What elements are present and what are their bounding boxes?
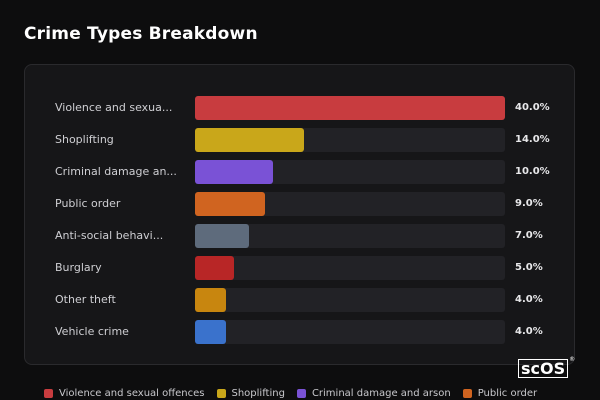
value-label: 14.0%	[515, 134, 550, 145]
bar	[195, 256, 234, 280]
value-label: 9.0%	[515, 198, 543, 209]
bar-track	[195, 160, 505, 184]
bar-track	[195, 288, 505, 312]
value-label: 4.0%	[515, 294, 543, 305]
category-label: Burglary	[55, 261, 102, 274]
bar-row: Shoplifting 14.0%	[25, 128, 574, 152]
legend-item: Public order	[462, 387, 538, 399]
bar-track	[195, 96, 505, 120]
value-label: 7.0%	[515, 230, 543, 241]
brand-logo: scOS ®	[517, 356, 575, 378]
registered-mark-icon: ®	[569, 356, 576, 363]
bar-track	[195, 192, 505, 216]
legend-label: Public order	[477, 387, 538, 399]
legend-swatch	[44, 388, 53, 398]
value-label: 40.0%	[515, 102, 550, 113]
bar-row: Criminal damage an... 10.0%	[25, 160, 574, 184]
bar-row: Burglary 5.0%	[25, 256, 574, 280]
logo-text: scOS	[518, 358, 569, 378]
chart-title: Crime Types Breakdown	[24, 24, 258, 44]
bar	[195, 224, 249, 248]
legend-swatch	[296, 388, 306, 398]
bar-row: Public order 9.0%	[25, 192, 574, 216]
bar-row: Violence and sexua... 40.0%	[25, 96, 574, 120]
bar	[195, 96, 505, 120]
legend-item: Shoplifting	[216, 387, 285, 399]
bar	[195, 288, 226, 312]
legend-swatch	[462, 388, 472, 398]
chart-panel: Violence and sexua... 40.0% Shoplifting 14.…	[24, 64, 575, 365]
bar-row: Other theft 4.0%	[25, 288, 574, 312]
bar	[195, 128, 304, 152]
bar	[195, 320, 226, 344]
legend-item: Criminal damage and arson	[296, 387, 451, 399]
legend-label: Criminal damage and arson	[311, 387, 451, 399]
legend-item: Violence and sexual offences	[44, 388, 205, 399]
bar-track	[195, 224, 505, 248]
legend-label: Shoplifting	[231, 387, 285, 399]
category-label: Anti-social behavi...	[55, 229, 164, 242]
legend-swatch	[216, 388, 226, 398]
value-label: 10.0%	[515, 166, 550, 177]
category-label: Violence and sexua...	[55, 101, 173, 114]
category-label: Other theft	[55, 293, 116, 306]
bar	[195, 160, 273, 184]
value-label: 5.0%	[515, 262, 543, 273]
bar-track	[195, 320, 505, 344]
category-label: Shoplifting	[55, 133, 114, 146]
bar-row: Vehicle crime 4.0%	[25, 320, 574, 344]
category-label: Criminal damage an...	[55, 165, 177, 178]
value-label: 4.0%	[515, 326, 543, 337]
category-label: Vehicle crime	[55, 325, 129, 338]
category-label: Public order	[55, 197, 121, 210]
chart-legend: Violence and sexual offences Shoplifting C…	[44, 386, 549, 400]
bar	[195, 192, 265, 216]
bar-row: Anti-social behavi... 7.0%	[25, 224, 574, 248]
bar-track	[195, 128, 505, 152]
legend-label: Violence and sexual offences	[59, 387, 205, 399]
bar-track	[195, 256, 505, 280]
